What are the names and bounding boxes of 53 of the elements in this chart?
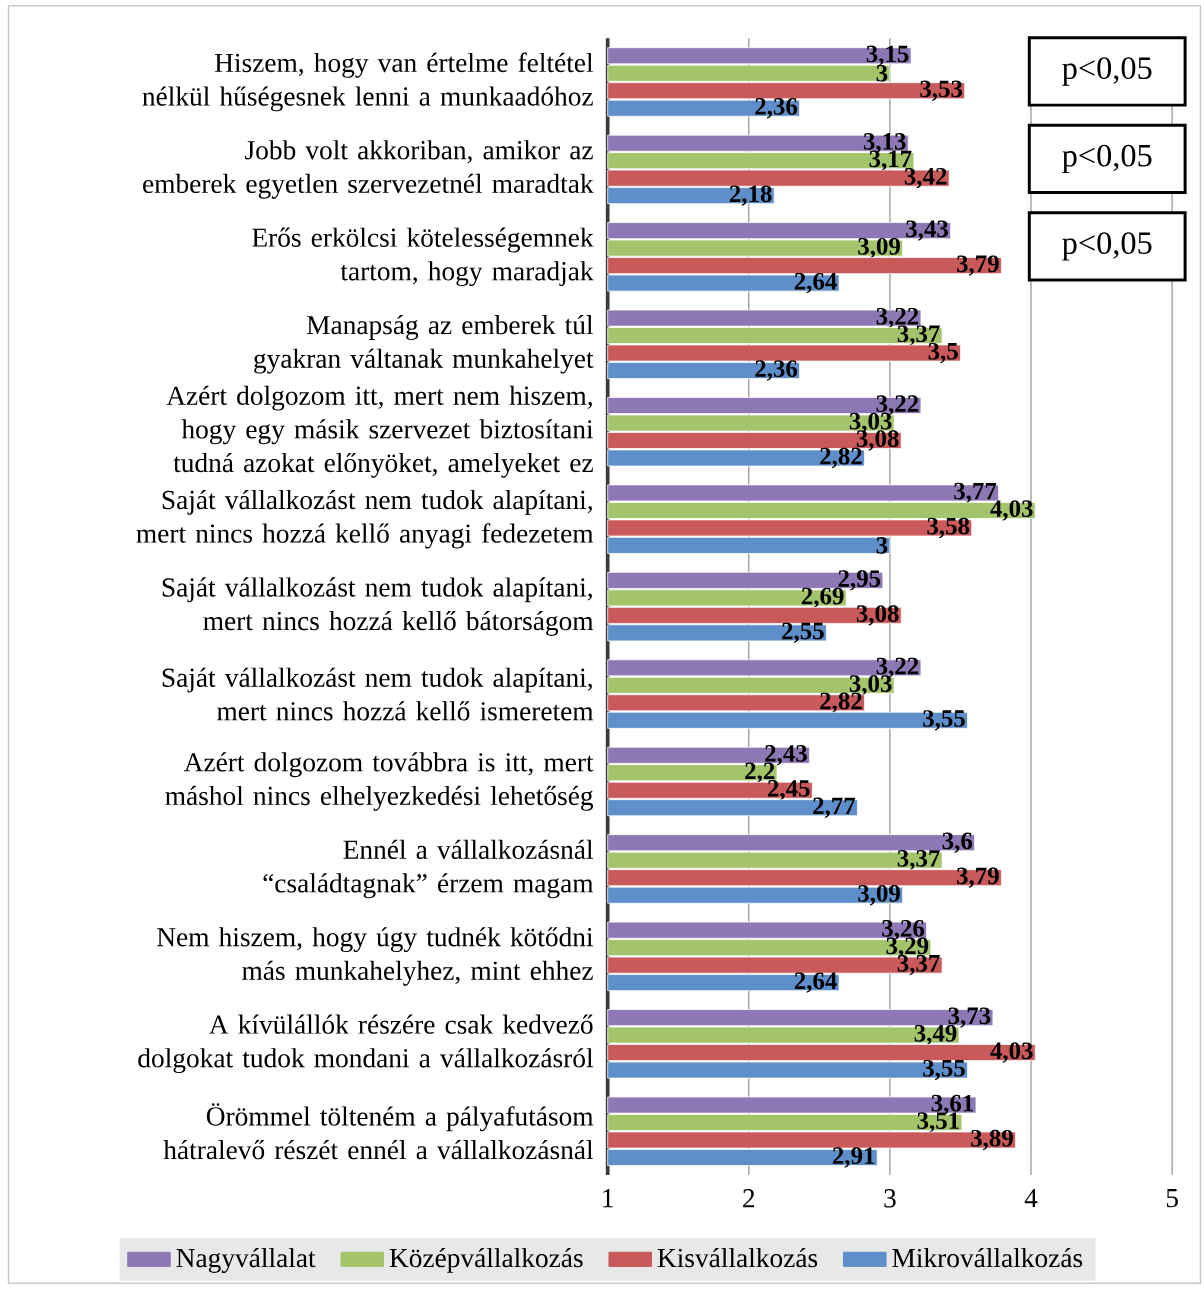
y-tick-label: Nem hiszem, hogy úgy tudnék kötődni más munkahelyhez, mint ehhez: [157, 927, 594, 986]
data-label: 3,55: [923, 710, 965, 731]
legend-label: Középvállalkozás: [389, 1247, 583, 1273]
y-tick-label: Erős erkölcsi kötelességemnek tartom, hogy maradjak: [252, 227, 594, 287]
data-label: 3,37: [897, 954, 940, 976]
y-tick-label: Ennél a vállalkozásnál “családtagnak” érzem magam: [263, 839, 594, 899]
y-tick-label: Saját vállalkozást nem tudok alapítani, mert nincs hozzá kellő ismeretem: [162, 667, 594, 721]
data-label: 3,58: [927, 517, 970, 539]
data-label: 3,08: [856, 605, 899, 626]
y-tick-label: Azért dolgozom továbbra is itt, mert máshol nincs elhelyezkedési lehetőség: [165, 752, 594, 811]
data-label: 2,64: [794, 272, 837, 294]
data-label: 3,43: [906, 220, 948, 241]
x-tick-label: 2: [743, 1189, 755, 1208]
data-label: 2,18: [729, 185, 772, 206]
y-tick-label: Hiszem, hogy van értelme feltétel nélkül hűségesnek lenni a munkaadóhoz: [142, 52, 594, 112]
x-tick-label: 1: [603, 1189, 613, 1208]
data-label: 2,36: [755, 98, 798, 119]
annotation: p<0,05: [1062, 57, 1152, 86]
y-tick-label: Azért dolgozom itt, mert nem hiszem, hogy egy másik szervezet biztosítani tudná azokat előnyöket, amelyeket ez: [166, 385, 594, 478]
data-label: 2,55: [782, 622, 824, 644]
legend-label: Mikrovállalkozás: [892, 1247, 1083, 1268]
data-label: 2,36: [755, 360, 798, 381]
x-tick-label: 5: [1166, 1189, 1178, 1208]
data-label: 3: [876, 64, 888, 82]
y-tick-label: Saját vállalkozást nem tudok alapítani, mert nincs hozzá kellő anyagi fedezetem: [136, 489, 594, 549]
data-label: 3: [876, 537, 888, 554]
data-label: 3,53: [920, 80, 963, 101]
data-label: 3,79: [957, 867, 999, 888]
data-label: 3,37: [897, 850, 940, 871]
data-label: 3,6: [942, 832, 973, 853]
data-label: 3,5: [928, 342, 958, 364]
data-label: 3,09: [858, 237, 900, 259]
x-tick-label: 3: [884, 1189, 896, 1208]
data-label: 2,91: [832, 1147, 875, 1168]
legend-label: Kisvállalkozás: [657, 1247, 818, 1268]
data-label: 3,09: [858, 884, 900, 906]
y-tick-label: Jobb volt akkoriban, amikor az emberek egyetlen szervezetnél maradtak: [143, 140, 594, 199]
annotation: p<0,05: [1062, 232, 1152, 261]
y-tick-label: Örömmel tölteném a pályafutásom hátralevő részét ennél a vállalkozásnál: [163, 1103, 594, 1160]
data-label: 2,77: [813, 797, 856, 818]
data-label: 3,79: [957, 255, 999, 276]
y-tick-label: Saját vállalkozást nem tudok alapítani, mert nincs hozzá kellő bátorságom: [162, 577, 594, 636]
data-label: 3,42: [904, 168, 947, 189]
y-tick-label: A kívülállók részére csak kedvező dolgokat tudok mondani a vállalkozásról: [138, 1014, 594, 1074]
data-label: 3,15: [866, 45, 909, 66]
data-label: 3,55: [923, 1059, 965, 1081]
legend-label: Nagyvállalat: [176, 1247, 316, 1273]
data-label: 3,89: [971, 1129, 1013, 1151]
y-tick-label: Manapság az emberek túl gyakran váltanak munkahelyet: [254, 315, 594, 374]
data-label: 2,64: [794, 972, 837, 993]
annotation: p<0,05: [1062, 144, 1152, 174]
x-tick-label: 4: [1024, 1189, 1038, 1208]
data-label: 4,03: [990, 1042, 1033, 1063]
